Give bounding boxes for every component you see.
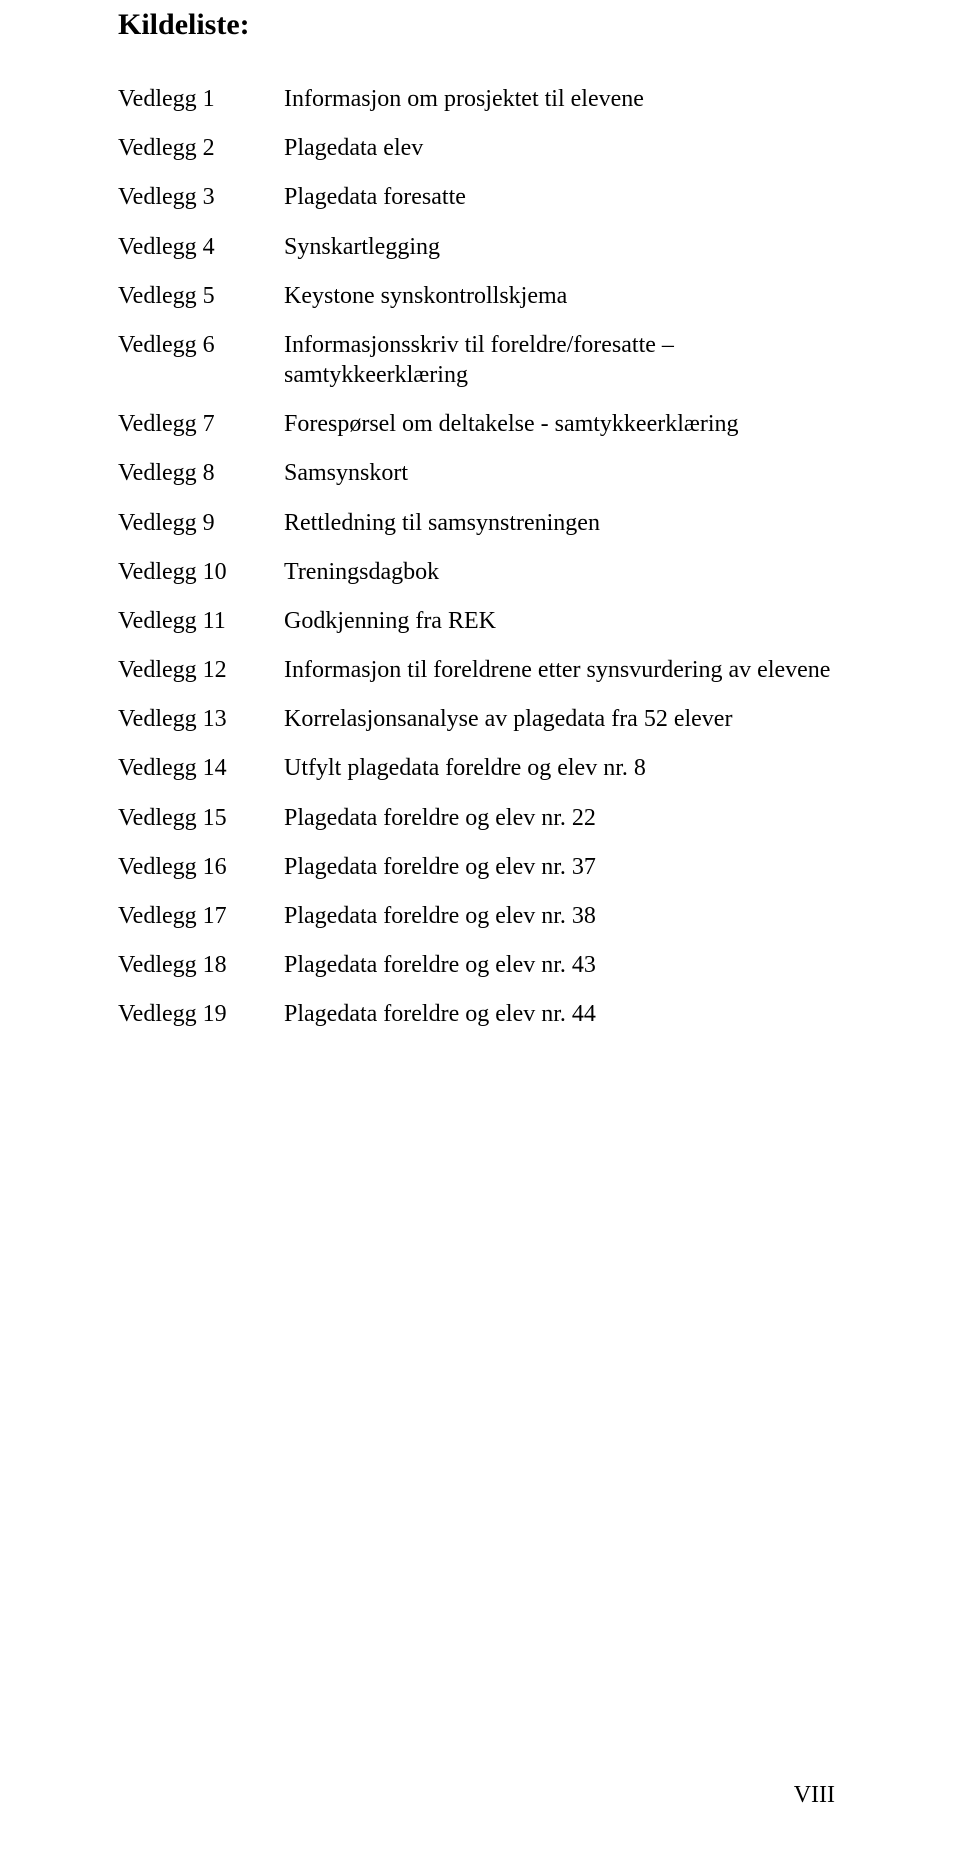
attachment-label: Vedlegg 8 (118, 458, 284, 488)
attachment-label: Vedlegg 10 (118, 557, 284, 587)
attachment-description: Informasjon til foreldrene etter synsvur… (284, 655, 830, 685)
attachment-list: Vedlegg 1Informasjon om prosjektet til e… (118, 84, 842, 1029)
attachment-description: Plagedata foreldre og elev nr. 37 (284, 852, 596, 882)
attachment-description: Keystone synskontrollskjema (284, 281, 567, 311)
list-item: Vedlegg 6Informasjonsskriv til foreldre/… (118, 330, 842, 390)
list-item: Vedlegg 7Forespørsel om deltakelse - sam… (118, 409, 842, 439)
attachment-description: Utfylt plagedata foreldre og elev nr. 8 (284, 753, 646, 783)
list-item: Vedlegg 2Plagedata elev (118, 133, 842, 163)
page-title: Kildeliste: (118, 0, 842, 42)
attachment-label: Vedlegg 6 (118, 330, 284, 390)
attachment-description: Synskartlegging (284, 232, 440, 262)
list-item: Vedlegg 11Godkjenning fra REK (118, 606, 842, 636)
attachment-label: Vedlegg 5 (118, 281, 284, 311)
list-item: Vedlegg 16Plagedata foreldre og elev nr.… (118, 852, 842, 882)
attachment-description: Korrelasjonsanalyse av plagedata fra 52 … (284, 704, 732, 734)
list-item: Vedlegg 15Plagedata foreldre og elev nr.… (118, 803, 842, 833)
list-item: Vedlegg 19Plagedata foreldre og elev nr.… (118, 999, 842, 1029)
page-number: VIII (794, 1782, 835, 1809)
list-item: Vedlegg 12Informasjon til foreldrene ett… (118, 655, 842, 685)
list-item: Vedlegg 9Rettledning til samsynstreninge… (118, 508, 842, 538)
list-item: Vedlegg 17Plagedata foreldre og elev nr.… (118, 901, 842, 931)
attachment-description: Forespørsel om deltakelse - samtykkeerkl… (284, 409, 739, 439)
attachment-description: Samsynskort (284, 458, 408, 488)
attachment-label: Vedlegg 14 (118, 753, 284, 783)
attachment-label: Vedlegg 15 (118, 803, 284, 833)
list-item: Vedlegg 14Utfylt plagedata foreldre og e… (118, 753, 842, 783)
list-item: Vedlegg 4Synskartlegging (118, 232, 842, 262)
attachment-label: Vedlegg 9 (118, 508, 284, 538)
attachment-label: Vedlegg 7 (118, 409, 284, 439)
attachment-label: Vedlegg 11 (118, 606, 284, 636)
list-item: Vedlegg 18Plagedata foreldre og elev nr.… (118, 950, 842, 980)
list-item: Vedlegg 5Keystone synskontrollskjema (118, 281, 842, 311)
attachment-description: Plagedata foreldre og elev nr. 38 (284, 901, 596, 931)
attachment-label: Vedlegg 3 (118, 182, 284, 212)
attachment-label: Vedlegg 1 (118, 84, 284, 114)
attachment-description: Informasjonsskriv til foreldre/foresatte… (284, 330, 842, 390)
list-item: Vedlegg 8Samsynskort (118, 458, 842, 488)
list-item: Vedlegg 1Informasjon om prosjektet til e… (118, 84, 842, 114)
attachment-description: Plagedata foresatte (284, 182, 466, 212)
page: Kildeliste: Vedlegg 1Informasjon om pros… (0, 0, 960, 1874)
attachment-label: Vedlegg 18 (118, 950, 284, 980)
attachment-description: Rettledning til samsynstreningen (284, 508, 600, 538)
attachment-label: Vedlegg 13 (118, 704, 284, 734)
attachment-label: Vedlegg 4 (118, 232, 284, 262)
attachment-label: Vedlegg 12 (118, 655, 284, 685)
attachment-description: Plagedata foreldre og elev nr. 22 (284, 803, 596, 833)
list-item: Vedlegg 3Plagedata foresatte (118, 182, 842, 212)
list-item: Vedlegg 13Korrelasjonsanalyse av plageda… (118, 704, 842, 734)
attachment-label: Vedlegg 17 (118, 901, 284, 931)
attachment-label: Vedlegg 19 (118, 999, 284, 1029)
attachment-label: Vedlegg 16 (118, 852, 284, 882)
list-item: Vedlegg 10Treningsdagbok (118, 557, 842, 587)
attachment-description: Plagedata foreldre og elev nr. 43 (284, 950, 596, 980)
attachment-label: Vedlegg 2 (118, 133, 284, 163)
attachment-description: Treningsdagbok (284, 557, 439, 587)
attachment-description: Plagedata foreldre og elev nr. 44 (284, 999, 596, 1029)
attachment-description: Plagedata elev (284, 133, 423, 163)
attachment-description: Informasjon om prosjektet til elevene (284, 84, 644, 114)
attachment-description: Godkjenning fra REK (284, 606, 496, 636)
